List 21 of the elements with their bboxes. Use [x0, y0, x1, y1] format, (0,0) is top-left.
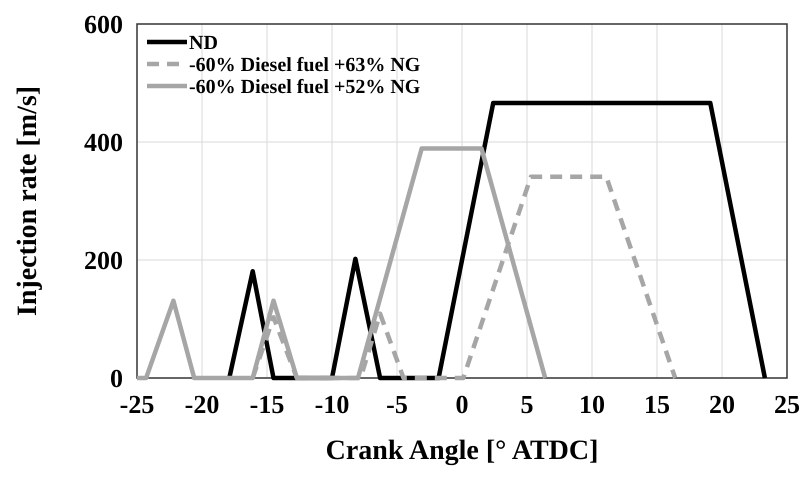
x-tick-label: 15 [644, 390, 670, 419]
y-axis-title: Injection rate [m/s] [12, 86, 43, 316]
x-axis-title: Crank Angle [° ATDC] [326, 435, 598, 466]
y-tick-label: 600 [84, 10, 123, 39]
legend-label: -60% Diesel fuel +63% NG [189, 54, 421, 76]
x-tick-label: -20 [184, 390, 220, 419]
x-tick-label: -5 [386, 390, 408, 419]
x-tick-label: 20 [709, 390, 735, 419]
x-tick-label: -10 [314, 390, 350, 419]
y-tick-label: 200 [84, 246, 123, 275]
y-tick-label: 400 [84, 128, 123, 157]
legend-label: -60% Diesel fuel +52% NG [189, 76, 421, 98]
x-tick-label: 5 [520, 390, 534, 419]
y-tick-label: 0 [110, 364, 123, 393]
x-tick-label: -15 [250, 390, 284, 419]
legend-label: ND [189, 32, 218, 54]
x-tick-label: 10 [579, 390, 605, 419]
line-series [227, 100, 768, 380]
x-tick-label: 0 [456, 390, 468, 419]
x-tick-label: -25 [120, 390, 154, 419]
x-tick-label: 25 [774, 390, 800, 419]
